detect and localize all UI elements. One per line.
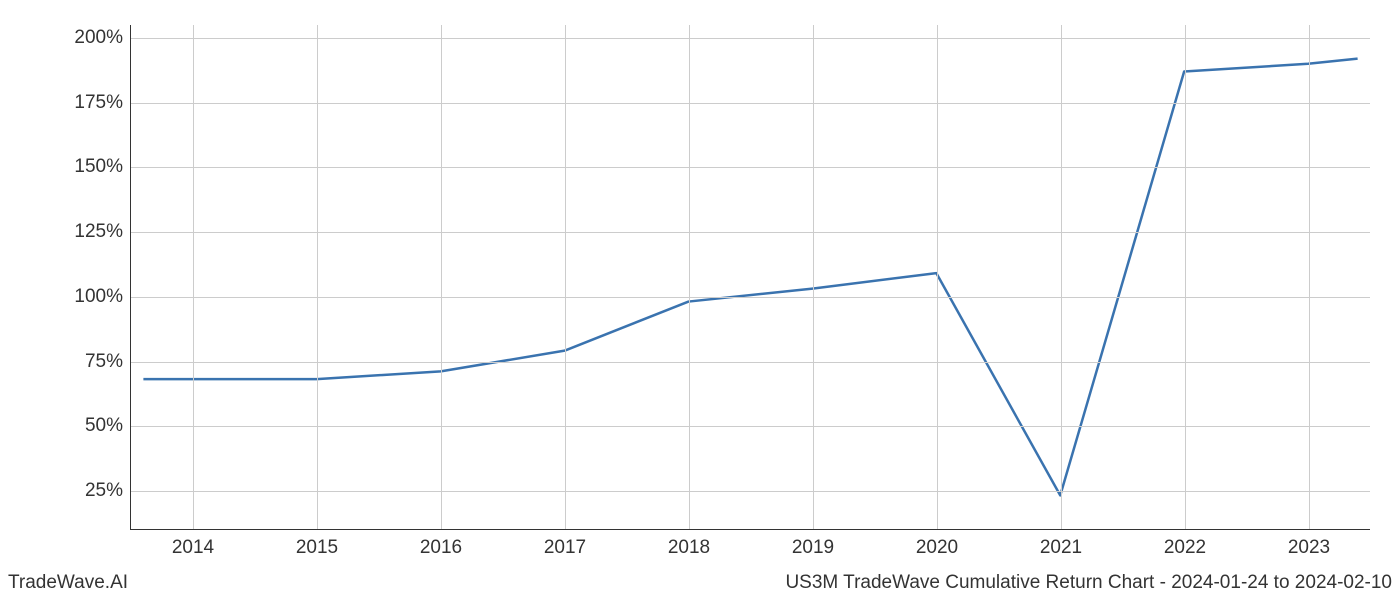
grid-line-vertical — [937, 25, 938, 529]
x-tick-label: 2023 — [1288, 529, 1330, 559]
grid-line-horizontal — [131, 362, 1370, 363]
grid-line-horizontal — [131, 232, 1370, 233]
y-tick-label: 150% — [74, 156, 131, 178]
grid-line-horizontal — [131, 38, 1370, 39]
x-tick-label: 2017 — [544, 529, 586, 559]
plot-area: 2014201520162017201820192020202120222023… — [130, 25, 1370, 530]
y-tick-label: 75% — [85, 351, 131, 373]
x-tick-label: 2019 — [792, 529, 834, 559]
y-tick-label: 50% — [85, 415, 131, 437]
x-tick-label: 2014 — [172, 529, 214, 559]
grid-line-horizontal — [131, 426, 1370, 427]
y-tick-label: 25% — [85, 480, 131, 502]
x-tick-label: 2020 — [916, 529, 958, 559]
grid-line-horizontal — [131, 167, 1370, 168]
grid-line-vertical — [813, 25, 814, 529]
chart-container: 2014 2015 2016 2017 2018 2019 2020 2021 2022 2023… — [0, 0, 1400, 600]
grid-line-vertical — [441, 25, 442, 529]
grid-line-vertical — [1185, 25, 1186, 529]
y-tick-label: 175% — [74, 92, 131, 114]
grid-line-vertical — [193, 25, 194, 529]
x-tick-label: 2022 — [1164, 529, 1206, 559]
grid-line-vertical — [565, 25, 566, 529]
grid-line-vertical — [317, 25, 318, 529]
footer-left-text: TradeWave.AI — [8, 572, 128, 594]
x-tick-label: 2021 — [1040, 529, 1082, 559]
y-tick-label: 125% — [74, 221, 131, 243]
x-tick-label: 2015 — [296, 529, 338, 559]
footer-right-text: US3M TradeWave Cumulative Return Chart -… — [785, 572, 1392, 594]
x-tick-label: 2016 — [420, 529, 462, 559]
y-tick-label: 200% — [74, 27, 131, 49]
return-line — [143, 59, 1357, 496]
grid-line-vertical — [1309, 25, 1310, 529]
grid-line-horizontal — [131, 491, 1370, 492]
grid-line-vertical — [1061, 25, 1062, 529]
grid-line-vertical — [689, 25, 690, 529]
grid-line-horizontal — [131, 103, 1370, 104]
x-tick-label: 2018 — [668, 529, 710, 559]
grid-line-horizontal — [131, 297, 1370, 298]
y-tick-label: 100% — [74, 286, 131, 308]
